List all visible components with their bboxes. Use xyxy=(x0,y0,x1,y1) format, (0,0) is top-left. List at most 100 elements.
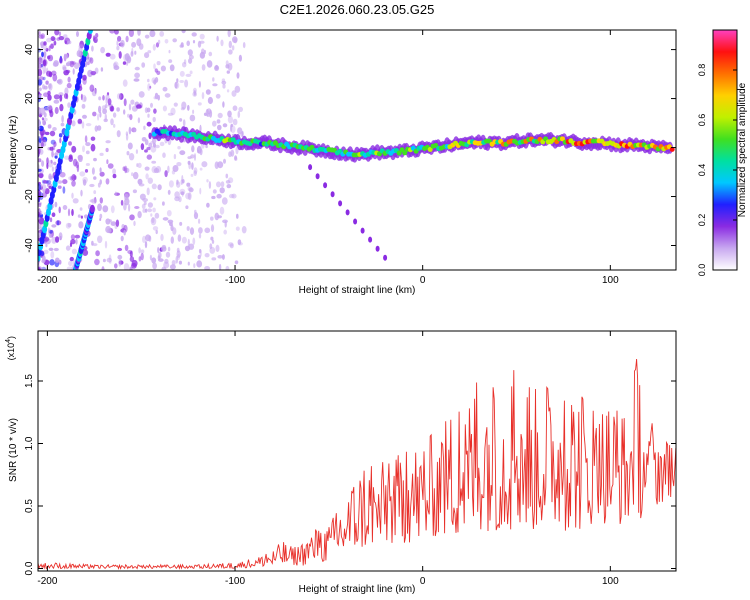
y-tick-label: -20 xyxy=(24,189,35,204)
noise-blob xyxy=(145,173,149,180)
noise-blob xyxy=(42,139,47,147)
noise-blob xyxy=(172,165,179,172)
secondary-trace-point xyxy=(323,182,328,189)
noise-blob xyxy=(125,133,129,141)
noise-blob xyxy=(100,46,105,54)
noise-blob xyxy=(105,147,109,153)
noise-blob xyxy=(144,149,148,153)
noise-blob xyxy=(133,220,136,227)
noise-blob xyxy=(38,147,41,155)
noise-blob xyxy=(38,87,42,92)
noise-blob xyxy=(119,93,124,100)
noise-blob xyxy=(181,30,186,34)
noise-blob xyxy=(152,116,156,123)
noise-blob xyxy=(126,55,132,64)
x-tick-label: 100 xyxy=(602,576,619,587)
noise-blob xyxy=(179,118,183,122)
noise-blob xyxy=(73,62,80,69)
y-tick-label: 1.0 xyxy=(24,436,35,450)
noise-blob xyxy=(91,198,97,204)
noise-blob xyxy=(217,161,224,169)
noise-blob xyxy=(228,242,234,247)
noise-blob xyxy=(222,123,228,128)
secondary-trace-point xyxy=(330,191,335,198)
noise-blob xyxy=(46,37,52,43)
spectrogram-frame xyxy=(37,29,677,271)
noise-blob xyxy=(116,40,119,46)
noise-blob xyxy=(174,81,178,89)
snr-y-axis-label: SNR (10 * v/v) xyxy=(8,418,19,482)
noise-blob xyxy=(59,57,63,64)
noise-blob xyxy=(231,90,237,97)
noise-blob xyxy=(175,255,179,264)
noise-blob xyxy=(151,257,157,264)
noise-blob xyxy=(38,158,42,163)
noise-blob xyxy=(231,45,235,51)
noise-blob xyxy=(212,83,218,87)
noise-blob xyxy=(178,260,182,265)
noise-blob xyxy=(72,198,79,204)
noise-blob xyxy=(147,177,153,184)
noise-blob xyxy=(155,229,158,235)
noise-blob xyxy=(67,102,71,108)
noise-blob xyxy=(100,67,104,72)
noise-blob xyxy=(184,79,189,88)
noise-blob xyxy=(109,53,116,60)
x-tick-label: 100 xyxy=(602,275,619,286)
noise-blob xyxy=(137,117,141,124)
snr-series-line xyxy=(38,358,676,570)
noise-blob xyxy=(72,158,78,167)
noise-blob xyxy=(181,236,187,244)
noise-blob xyxy=(129,266,132,270)
noise-blob xyxy=(43,51,47,57)
noise-blob xyxy=(80,189,83,197)
noise-blob xyxy=(190,154,195,159)
noise-blob xyxy=(120,39,125,48)
noise-blob xyxy=(104,240,108,249)
noise-blob xyxy=(58,206,61,214)
noise-blob xyxy=(62,205,68,210)
noise-blob xyxy=(56,220,60,226)
noise-blob xyxy=(127,113,130,118)
noise-blob xyxy=(132,189,137,194)
noise-blob xyxy=(85,142,91,147)
noise-blob xyxy=(144,34,150,39)
noise-blob xyxy=(147,113,150,118)
noise-blob xyxy=(217,254,223,259)
noise-blob xyxy=(117,254,123,260)
spectrogram-marks xyxy=(38,30,675,270)
noise-blob xyxy=(130,51,134,57)
noise-blob xyxy=(164,39,169,44)
noise-blob xyxy=(49,233,52,238)
noise-blob xyxy=(59,103,64,112)
noise-blob xyxy=(153,197,157,201)
noise-blob xyxy=(152,44,156,51)
noise-blob xyxy=(38,232,42,239)
noise-blob xyxy=(89,84,95,92)
noise-blob xyxy=(80,215,83,219)
noise-blob xyxy=(116,107,120,112)
noise-blob xyxy=(116,93,122,100)
noise-blob xyxy=(220,181,225,188)
noise-blob xyxy=(155,144,160,149)
noise-blob xyxy=(172,38,177,43)
noise-blob xyxy=(48,247,54,251)
noise-blob xyxy=(65,62,70,67)
noise-blob xyxy=(232,118,238,126)
noise-blob xyxy=(204,266,210,270)
noise-blob xyxy=(51,70,57,76)
noise-blob xyxy=(63,34,68,39)
noise-blob xyxy=(142,198,149,202)
noise-blob xyxy=(90,136,96,141)
noise-blob xyxy=(236,72,240,79)
noise-blob xyxy=(158,251,162,259)
noise-blob xyxy=(205,89,211,95)
noise-blob xyxy=(94,258,100,266)
noise-blob xyxy=(140,252,144,261)
noise-blob xyxy=(136,163,139,168)
noise-blob xyxy=(38,208,41,216)
noise-blob xyxy=(54,155,58,159)
noise-blob xyxy=(188,58,193,64)
noise-blob xyxy=(179,70,185,77)
